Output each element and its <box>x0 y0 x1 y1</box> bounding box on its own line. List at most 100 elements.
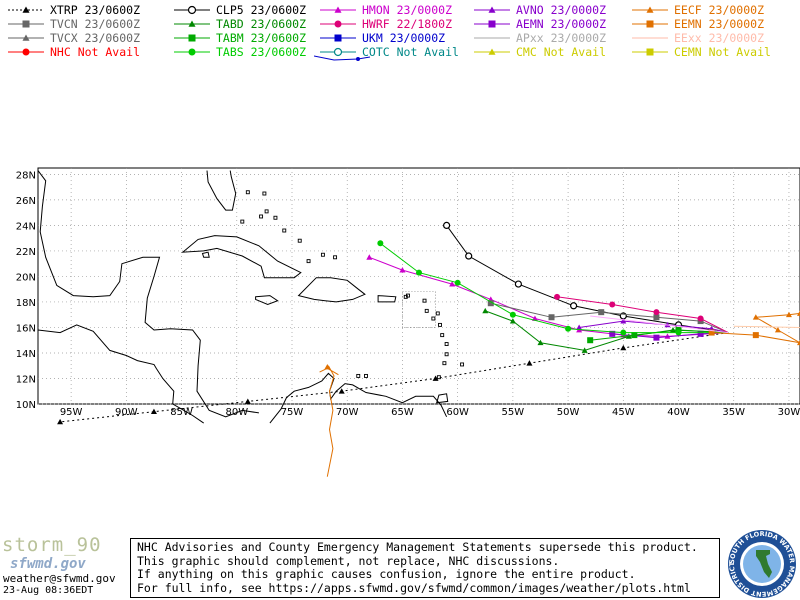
track-line <box>60 332 729 423</box>
legend-label: EExx 23/0000Z <box>674 31 765 45</box>
legend-entry-cotc: COTC Not Avail <box>318 45 483 59</box>
legend-entry-apxx: APxx 23/0000Z <box>472 31 637 45</box>
track-point <box>653 334 660 341</box>
track-point <box>675 329 682 336</box>
track-eexx <box>733 325 800 328</box>
map-frame <box>37 167 800 405</box>
legend-label: TVCX 23/0600Z <box>50 31 141 45</box>
legend-swatch <box>320 20 356 28</box>
legend-entry-avno: AVNO 23/0000Z <box>472 3 637 17</box>
lon-label: 95W <box>60 407 83 418</box>
track-point <box>57 418 64 425</box>
track-point <box>482 307 489 314</box>
lat-label: 22N <box>16 247 36 258</box>
legend-entry-tvcx: TVCX 23/0600Z <box>6 31 171 45</box>
legend-swatch <box>8 34 44 41</box>
disclaimer-line: For full info, see https://apps.sfwmd.go… <box>137 580 691 595</box>
legend-label: UKM 23/0000Z <box>362 31 446 45</box>
legend-entry-eexx: EExx 23/0000Z <box>630 31 795 45</box>
legend-swatch <box>474 20 510 28</box>
legend-label: EECF 23/0000Z <box>674 3 765 17</box>
track-point <box>514 280 522 288</box>
legend-entry-clp5: CLP5 23/0600Z <box>172 3 337 17</box>
track-point <box>570 302 578 310</box>
legend-label: CMC Not Avail <box>516 45 607 59</box>
track-point <box>653 314 660 321</box>
track-point <box>581 347 588 353</box>
lon-label: 75W <box>281 407 304 418</box>
track-eecf <box>752 310 800 346</box>
track-point <box>609 330 616 337</box>
track-point <box>324 364 331 370</box>
lat-label: 16N <box>16 323 36 334</box>
lon-label: 35W <box>722 407 745 418</box>
legend-swatch <box>632 6 668 13</box>
legend-swatch <box>8 20 44 28</box>
lon-label: 30W <box>778 407 800 418</box>
legend-entry-hwrf: HWRF 22/1800Z <box>318 17 483 31</box>
track-point <box>449 281 456 287</box>
legend-swatch <box>8 48 44 56</box>
track-point <box>620 344 627 351</box>
track-eemn <box>708 329 800 344</box>
track-point <box>708 329 715 336</box>
lon-label: 85W <box>170 407 193 418</box>
legend-swatch <box>474 6 510 13</box>
legend-swatch <box>632 37 668 39</box>
track-point <box>377 240 384 247</box>
legend-entry-eemn: EEMN 23/0000Z <box>630 17 795 31</box>
track-point <box>487 300 494 307</box>
track-point <box>244 398 251 404</box>
issue-timestamp: 23-Aug 08:36EDT <box>3 585 94 596</box>
track-point <box>620 318 627 324</box>
disclaimer-line: If anything on this graphic causes confu… <box>137 567 636 581</box>
track-point <box>366 254 373 260</box>
lon-label: 50W <box>557 407 580 418</box>
legend-swatch <box>320 34 356 42</box>
track-point <box>565 325 572 332</box>
legend-entry-tabs: TABS 23/0600Z <box>172 45 337 59</box>
legend-swatch <box>8 6 44 13</box>
track-point <box>609 301 616 308</box>
legend-entry-cemn: CEMN Not Avail <box>630 45 795 59</box>
track-point <box>454 279 461 286</box>
track-point <box>465 252 473 260</box>
legend-label: AEMN 23/0000Z <box>516 17 607 31</box>
lon-label: 70W <box>336 407 359 418</box>
legend-swatch <box>632 48 668 56</box>
legend-swatch <box>474 37 510 39</box>
legend-entry-eecf: EECF 23/0000Z <box>630 3 795 17</box>
graticule <box>38 168 800 405</box>
legend-swatch <box>474 48 510 55</box>
legend-swatch <box>320 47 356 57</box>
legend-swatch <box>174 20 210 27</box>
legend-label: TABS 23/0600Z <box>216 45 307 59</box>
track-point <box>774 327 781 333</box>
track-point <box>576 324 583 330</box>
legend-swatch <box>174 5 210 15</box>
track-point <box>697 315 704 322</box>
storm-id: storm_90 <box>2 534 102 556</box>
model-tracks <box>57 221 800 477</box>
legend-label: TABD 23/0600Z <box>216 17 307 31</box>
track-point <box>664 333 671 339</box>
track-line <box>490 302 729 334</box>
track-point <box>587 337 594 344</box>
legend-entry-cmc: CMC Not Avail <box>472 45 637 59</box>
lat-label: 12N <box>16 374 36 385</box>
legend-entry-tabm: TABM 23/0600Z <box>172 31 337 45</box>
track-point <box>752 332 759 339</box>
track-point <box>554 293 561 300</box>
track-hwrf <box>554 293 729 334</box>
lat-label: 10N <box>16 400 36 411</box>
legend-entry-tabd: TABD 23/0600Z <box>172 17 337 31</box>
legend-label: HMON 23/0000Z <box>362 3 453 17</box>
track-xtrp <box>57 332 729 425</box>
track-point <box>537 339 544 346</box>
sfwmd-logo: SOUTH FLORIDA WATER MANAGEMENT DISTRICT <box>728 530 796 598</box>
lon-label: 40W <box>667 407 690 418</box>
legend-swatch <box>174 48 210 56</box>
cotc-sample-track <box>314 55 371 61</box>
track-point <box>785 311 792 318</box>
